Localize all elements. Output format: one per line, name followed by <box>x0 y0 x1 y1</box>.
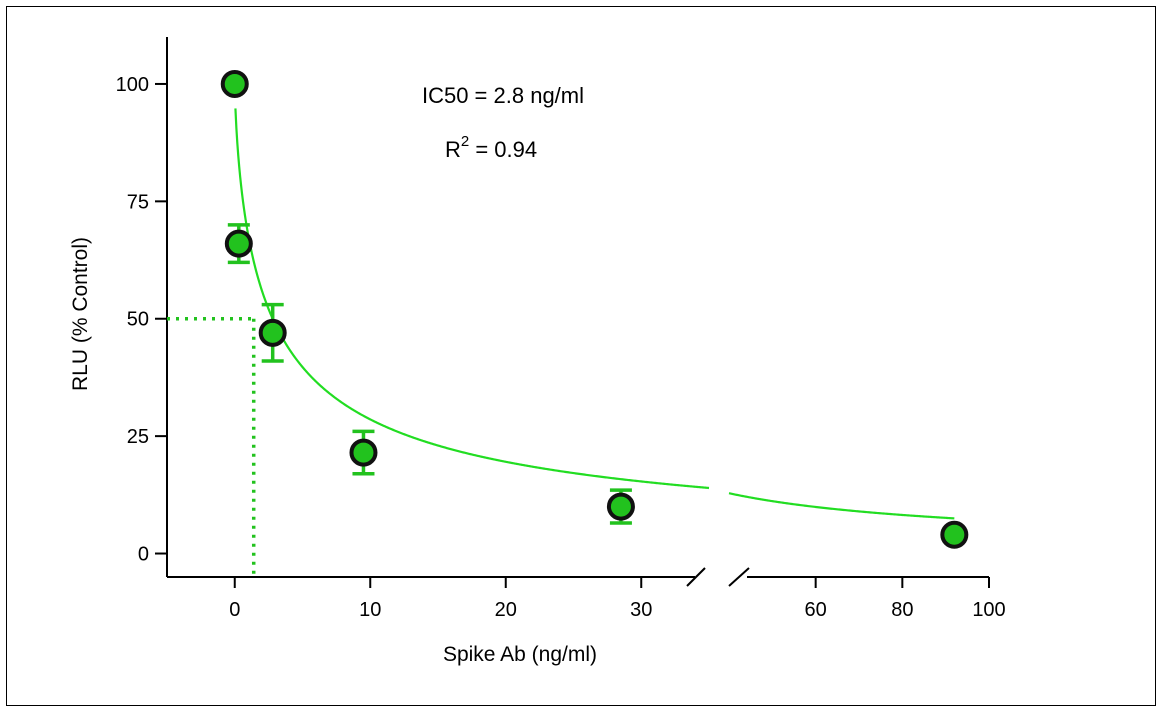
r2-suffix: = 0.94 <box>469 137 537 162</box>
figure-frame: 0 25 50 75 100 0 10 20 30 60 80 100 IC50 = 2.8 ng/m… <box>6 6 1156 706</box>
chart: 0 25 50 75 100 0 10 20 30 60 80 100 IC50 = 2.8 ng/m… <box>69 37 1006 666</box>
ic50-annotation: IC50 = 2.8 ng/ml <box>422 83 584 108</box>
r2-superscript: 2 <box>461 133 469 150</box>
fit-curve-right <box>728 492 955 520</box>
y-tick-label: 100 <box>116 74 149 96</box>
r2-prefix: R <box>445 137 461 162</box>
data-point <box>220 69 249 98</box>
axis-break-mark <box>728 567 750 587</box>
x-tick-label: 30 <box>630 599 652 621</box>
r2-annotation: R2 = 0.94 <box>445 133 537 162</box>
x-tick-label: 80 <box>891 599 913 621</box>
y-tick-label: 75 <box>127 191 149 213</box>
x-tick-label: 20 <box>495 599 517 621</box>
data-point <box>258 318 287 347</box>
data-point <box>349 438 378 467</box>
y-tick-label: 50 <box>127 309 149 331</box>
ic50-guides <box>167 316 256 577</box>
x-tick-label: 60 <box>805 599 827 621</box>
data-points <box>220 69 969 549</box>
y-axis-label: RLU (% Control) <box>69 237 92 391</box>
x-tick-label: 100 <box>972 599 1005 621</box>
axes: 0 25 50 75 100 0 10 20 30 60 80 100 <box>116 37 1006 621</box>
axis-break-mark <box>686 567 706 587</box>
y-tick-label: 0 <box>138 544 149 566</box>
x-tick-label: 10 <box>359 599 381 621</box>
x-tick-label: 0 <box>229 599 240 621</box>
data-point <box>606 492 635 521</box>
x-axis-label: Spike Ab (ng/ml) <box>443 643 597 666</box>
data-point <box>940 520 969 549</box>
fit-curve <box>234 108 955 520</box>
fit-curve-left <box>234 108 710 490</box>
y-tick-label: 25 <box>127 426 149 448</box>
data-point <box>224 229 253 258</box>
